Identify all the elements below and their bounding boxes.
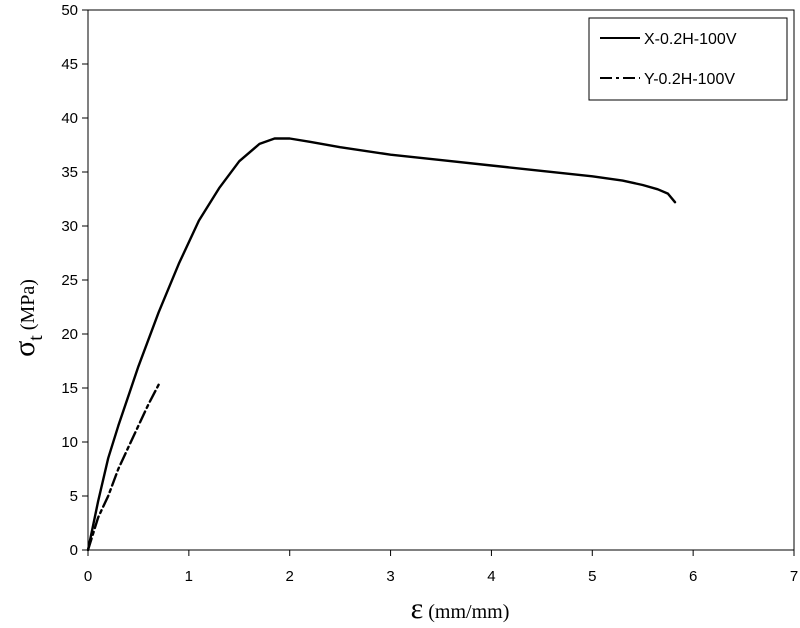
y-tick-label: 50: [61, 2, 78, 19]
legend: X-0.2H-100V Y-0.2H-100V: [588, 17, 788, 101]
legend-label-series-2: Y-0.2H-100V: [644, 71, 735, 88]
x-axis-symbol: ε: [411, 592, 424, 625]
y-tick-label: 45: [61, 56, 78, 73]
series-line-2: [86, 383, 160, 552]
series-layer: [86, 137, 677, 552]
x-tick-label: 5: [588, 568, 596, 585]
x-tick-label: 7: [790, 568, 798, 585]
y-tick-label: 0: [70, 542, 78, 559]
x-tick-label: 3: [386, 568, 394, 585]
y-tick-label: 20: [61, 326, 78, 343]
y-tick-label: 15: [61, 380, 78, 397]
x-tick-label: 6: [689, 568, 697, 585]
y-axis-title: σt (MPa): [8, 279, 47, 357]
x-tick-label: 1: [185, 568, 193, 585]
y-axis-subscript: t: [25, 335, 47, 341]
x-tick-label: 4: [487, 568, 495, 585]
y-axis-ticks: 0 5 10 15 20 25 30 35 40 45 50: [61, 2, 88, 559]
y-axis-unit: (MPa): [17, 279, 39, 330]
y-tick-label: 40: [61, 110, 78, 127]
x-axis-unit: (mm/mm): [428, 601, 509, 623]
svg-text:ε(mm/mm): ε (mm/mm): [411, 592, 510, 625]
y-tick-label: 5: [70, 488, 78, 505]
y-tick-label: 10: [61, 434, 78, 451]
y-tick-label: 30: [61, 218, 78, 235]
x-tick-label: 0: [84, 568, 92, 585]
svg-text:σt(MPa): σt (MPa): [8, 279, 47, 357]
x-tick-label: 2: [286, 568, 294, 585]
x-axis-title: ε (mm/mm): [411, 592, 510, 625]
legend-box: [588, 17, 788, 101]
legend-label-series-1: X-0.2H-100V: [644, 31, 737, 48]
y-tick-label: 35: [61, 164, 78, 181]
y-tick-label: 25: [61, 272, 78, 289]
x-axis-ticks: 0 1 2 3 4 5 6 7: [84, 550, 798, 585]
series-line-1: [86, 137, 677, 552]
y-axis-symbol: σ: [8, 341, 41, 357]
